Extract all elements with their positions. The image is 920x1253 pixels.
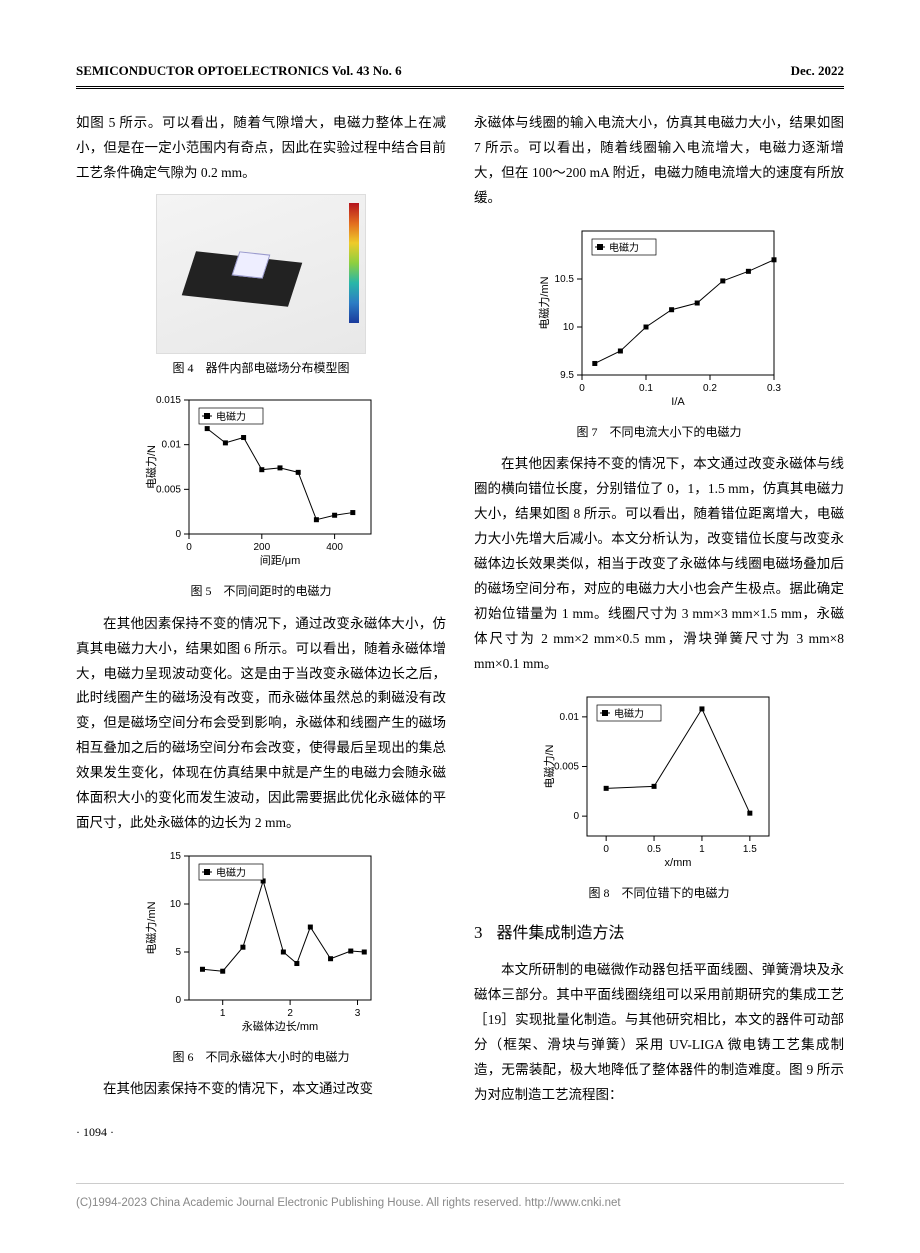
svg-text:0.005: 0.005: [156, 485, 181, 496]
svg-text:1.5: 1.5: [743, 844, 757, 855]
svg-text:15: 15: [170, 851, 182, 862]
svg-text:3: 3: [355, 1008, 361, 1019]
svg-text:0.01: 0.01: [560, 712, 580, 723]
section-3-number: 3: [474, 923, 483, 942]
svg-text:10: 10: [563, 322, 575, 333]
svg-text:电磁力/mN: 电磁力/mN: [145, 902, 158, 955]
header-left: SEMICONDUCTOR OPTOELECTRONICS Vol. 43 No…: [76, 60, 402, 82]
svg-text:0.015: 0.015: [156, 395, 181, 406]
fig7-caption: 图 7 不同电流大小下的电磁力: [474, 422, 844, 442]
svg-text:9.5: 9.5: [560, 370, 574, 381]
svg-text:0.1: 0.1: [639, 383, 653, 394]
left-p1: 如图 5 所示。可以看出，随着气隙增大，电磁力整体上在减小，但是在一定小范围内有…: [76, 111, 446, 186]
svg-text:电磁力/mN: 电磁力/mN: [538, 276, 551, 329]
svg-text:400: 400: [326, 542, 343, 553]
svg-text:0.01: 0.01: [162, 440, 182, 451]
right-p2: 在其他因素保持不变的情况下，本文通过改变永磁体与线圈的横向错位长度，分别错位了 …: [474, 452, 844, 677]
svg-text:电磁力: 电磁力: [216, 410, 246, 423]
svg-text:1: 1: [220, 1008, 226, 1019]
section-3-title: 器件集成制造方法: [497, 925, 625, 942]
svg-text:间距/μm: 间距/μm: [260, 554, 301, 567]
svg-text:电磁力/N: 电磁力/N: [543, 744, 556, 788]
section-3-heading: 3 器件集成制造方法: [474, 919, 844, 948]
svg-text:0: 0: [175, 529, 181, 540]
svg-text:电磁力: 电磁力: [609, 241, 639, 254]
svg-text:I/A: I/A: [671, 396, 685, 408]
figure-4: 图 4 器件内部电磁场分布模型图: [76, 194, 446, 378]
fig4-caption: 图 4 器件内部电磁场分布模型图: [76, 358, 446, 378]
svg-text:电磁力: 电磁力: [614, 707, 644, 720]
figure-7: 0 0.1 0.2 0.3 9.5 10 10.5 I/A 电磁力/mN 电磁力 图 7 不同电流…: [474, 219, 844, 442]
svg-text:5: 5: [175, 947, 181, 958]
svg-text:0.3: 0.3: [767, 383, 781, 394]
fig5-caption: 图 5 不同间距时的电磁力: [76, 581, 446, 601]
svg-text:0: 0: [579, 383, 585, 394]
page-footer: (C)1994-2023 China Academic Journal Elec…: [76, 1183, 844, 1214]
page-header: SEMICONDUCTOR OPTOELECTRONICS Vol. 43 No…: [76, 60, 844, 89]
svg-text:永磁体边长/mm: 永磁体边长/mm: [242, 1019, 318, 1033]
fig8-chart: 0 0.5 1 1.5 0 0.005 0.01 x/mm 电磁力/N 电磁力: [539, 685, 779, 870]
svg-text:电磁力: 电磁力: [216, 866, 246, 879]
svg-text:10.5: 10.5: [555, 274, 575, 285]
figure-8: 0 0.5 1 1.5 0 0.005 0.01 x/mm 电磁力/N 电磁力 图 8 不同位错下…: [474, 685, 844, 903]
fig6-chart: 1 2 3 0 5 10 15 永磁体边长/mm 电磁力/mN 电磁力: [141, 844, 381, 1034]
left-p3: 在其他因素保持不变的情况下，本文通过改变: [76, 1077, 446, 1102]
svg-text:0.2: 0.2: [703, 383, 717, 394]
svg-text:0: 0: [175, 995, 181, 1006]
svg-text:10: 10: [170, 899, 182, 910]
svg-text:电磁力/N: 电磁力/N: [145, 445, 158, 489]
figure-5: 0 200 400 0 0.005 0.01 0.015 间距/μm 电磁力/N 电磁力 图 5 …: [76, 388, 446, 601]
right-column: 永磁体与线圈的输入电流大小，仿真其电磁力大小，结果如图 7 所示。可以看出，随着…: [474, 111, 844, 1143]
svg-text:x/mm: x/mm: [665, 857, 692, 869]
svg-text:0: 0: [603, 844, 609, 855]
left-p2: 在其他因素保持不变的情况下，通过改变永磁体大小，仿真其电磁力大小，结果如图 6 …: [76, 612, 446, 837]
header-right: Dec. 2022: [791, 60, 844, 82]
svg-text:2: 2: [287, 1008, 293, 1019]
fig8-caption: 图 8 不同位错下的电磁力: [474, 883, 844, 903]
page-number: · 1094 ·: [76, 1122, 446, 1142]
svg-text:0: 0: [186, 542, 192, 553]
fig7-chart: 0 0.1 0.2 0.3 9.5 10 10.5 I/A 电磁力/mN 电磁力: [534, 219, 784, 409]
fig6-caption: 图 6 不同永磁体大小时的电磁力: [76, 1047, 446, 1067]
right-p1: 永磁体与线圈的输入电流大小，仿真其电磁力大小，结果如图 7 所示。可以看出，随着…: [474, 111, 844, 211]
svg-text:0.5: 0.5: [647, 844, 661, 855]
left-column: 如图 5 所示。可以看出，随着气隙增大，电磁力整体上在减小，但是在一定小范围内有…: [76, 111, 446, 1143]
right-p3: 本文所研制的电磁微作动器包括平面线圈、弹簧滑块及永磁体三部分。其中平面线圈绕组可…: [474, 958, 844, 1108]
two-column-layout: 如图 5 所示。可以看出，随着气隙增大，电磁力整体上在减小，但是在一定小范围内有…: [76, 111, 844, 1143]
fig5-chart: 0 200 400 0 0.005 0.01 0.015 间距/μm 电磁力/N 电磁力: [141, 388, 381, 568]
svg-text:200: 200: [253, 542, 270, 553]
svg-text:0.005: 0.005: [554, 761, 579, 772]
svg-text:0: 0: [573, 811, 579, 822]
fig4-render: [156, 194, 366, 354]
figure-6: 1 2 3 0 5 10 15 永磁体边长/mm 电磁力/mN 电磁力 图 6 不同永磁体大小时的…: [76, 844, 446, 1067]
svg-text:1: 1: [699, 844, 705, 855]
